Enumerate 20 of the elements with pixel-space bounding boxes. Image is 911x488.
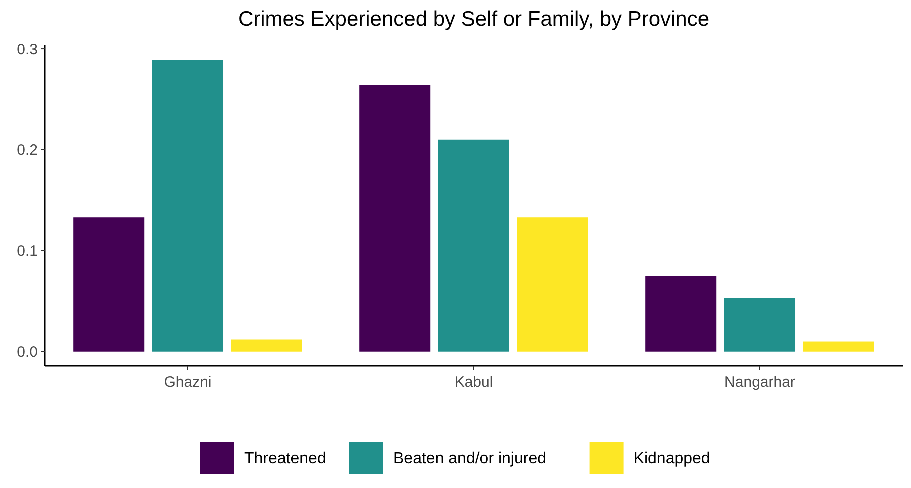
- legend-label: Kidnapped: [634, 450, 710, 468]
- bar: [517, 218, 588, 352]
- chart-title: Crimes Experienced by Self or Family, by Province: [238, 8, 710, 31]
- x-tick-label: Nangarhar: [724, 374, 796, 391]
- y-tick-label: 0.3: [17, 41, 38, 58]
- legend-label: Beaten and/or injured: [394, 450, 546, 468]
- y-tick-label: 0.0: [17, 344, 38, 362]
- bar: [646, 276, 717, 352]
- bar: [438, 140, 510, 352]
- legend-label: Threatened: [244, 450, 326, 468]
- x-tick-label: Kabul: [454, 374, 494, 391]
- bar: [74, 218, 145, 352]
- y-tick-label: 0.2: [17, 142, 38, 160]
- bar: [152, 60, 224, 352]
- bar: [231, 340, 302, 352]
- y-tick-label: 0.1: [17, 243, 38, 260]
- bar: [360, 85, 431, 352]
- bar: [803, 342, 874, 352]
- bar: [724, 298, 796, 352]
- x-tick-label: Ghazni: [164, 374, 212, 391]
